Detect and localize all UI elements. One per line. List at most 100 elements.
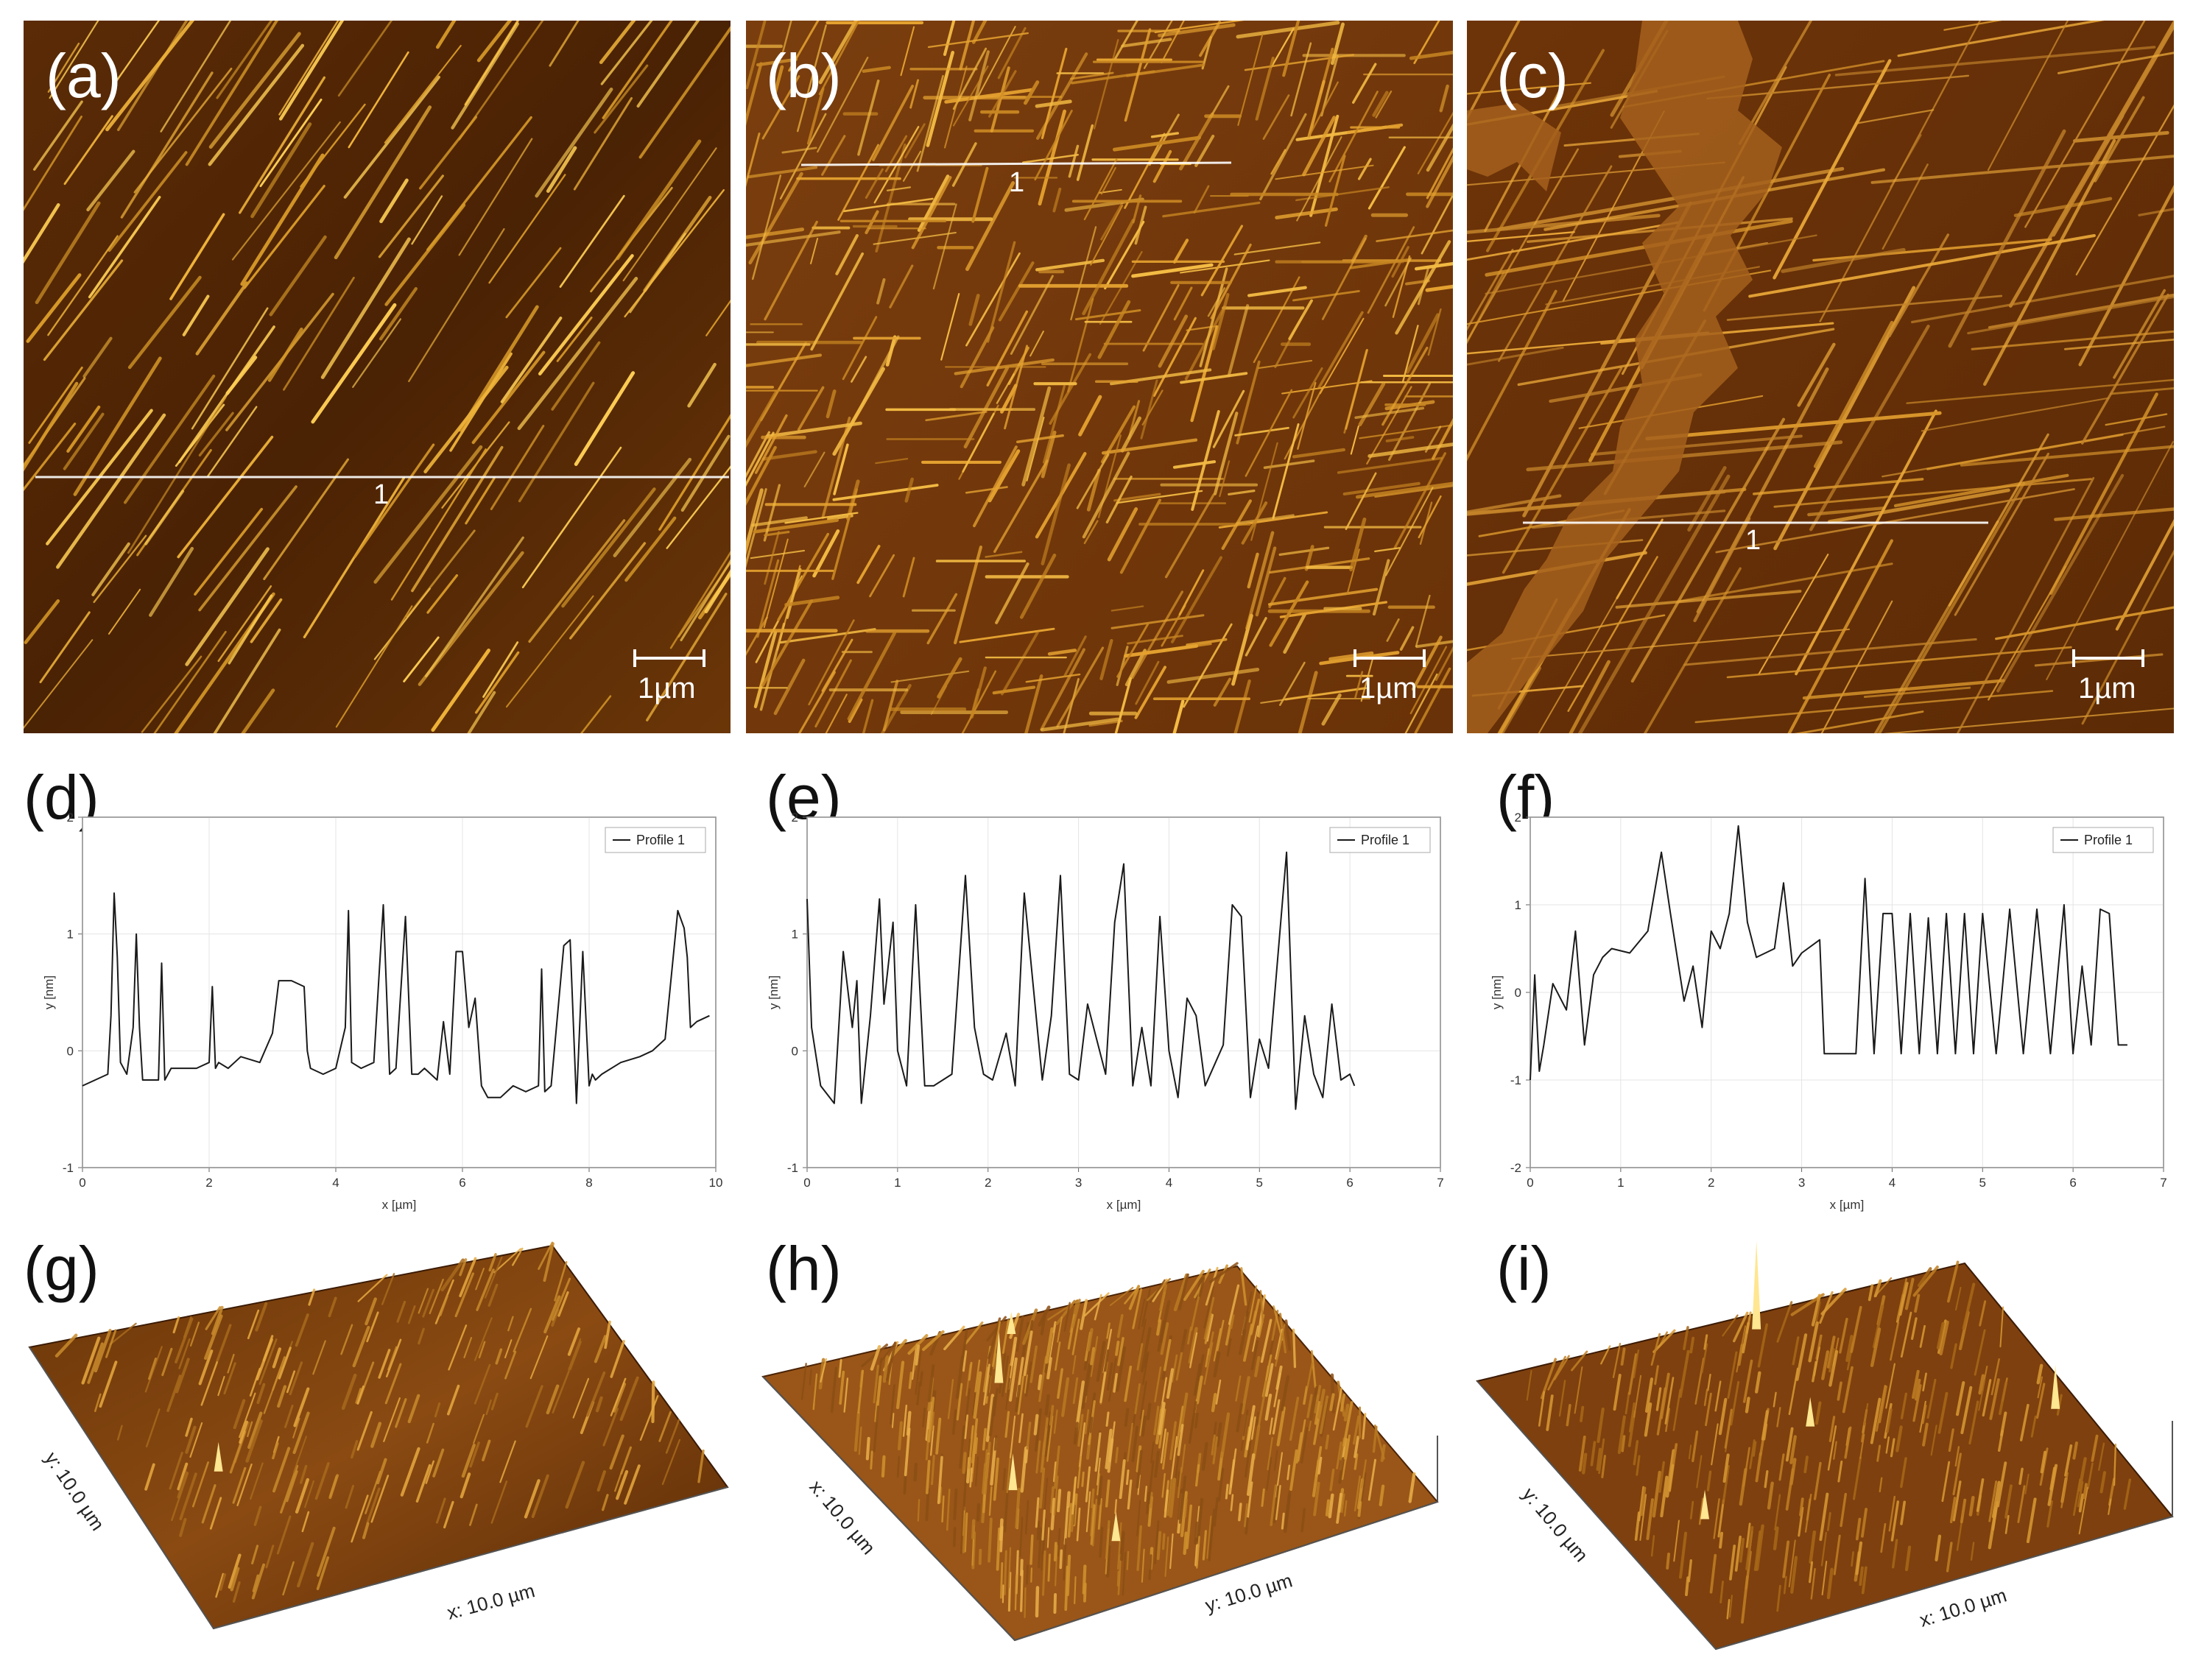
surface-ridge: [1773, 1526, 1779, 1550]
nanowire-streak: [1643, 567, 1742, 733]
surface-ridge: [395, 1398, 407, 1428]
nanowire-streak: [1270, 149, 1286, 175]
surface-ridge: [1919, 1324, 1926, 1348]
nanowire-streak: [28, 366, 83, 444]
surface-ridge: [2099, 1471, 2107, 1494]
nanowire-streak: [1162, 201, 1261, 218]
nanowire-streak: [850, 335, 900, 427]
surface-ridge: [2026, 1497, 2037, 1544]
surface-ridge: [919, 1371, 923, 1387]
nanowire-streak: [1083, 158, 1118, 221]
surface-ridge: [232, 1581, 241, 1603]
surface-ridge: [1194, 1521, 1198, 1545]
nanowire-streak: [1131, 590, 1184, 680]
nanowire-streak: [1016, 434, 1064, 444]
surface-ridge: [341, 1373, 357, 1411]
nanowire-streak: [2024, 21, 2146, 228]
nanowire-streak: [965, 486, 1008, 494]
nanowire-streak: [2138, 208, 2174, 216]
nanowire-streak: [411, 445, 504, 593]
surface-ridge: [1212, 1436, 1219, 1465]
nanowire-streak: [677, 561, 731, 638]
surface-ridge: [216, 1324, 232, 1363]
nanowire-streak: [1797, 342, 1836, 407]
surface-ridge: [1658, 1461, 1665, 1493]
surface-ridge: [1275, 1365, 1283, 1391]
surface-ridge: [1043, 1478, 1049, 1511]
nanowire-streak: [666, 465, 731, 549]
surface-ridge: [1019, 1517, 1024, 1558]
tick-label-y: -1: [1510, 1073, 1521, 1087]
nanowire-streak: [976, 26, 1016, 98]
surface-ridge: [1045, 1327, 1054, 1364]
nanowire-streak: [1113, 21, 1138, 62]
surface-ridge: [927, 1397, 935, 1443]
surface-ridge: [1354, 1436, 1360, 1458]
surface-ridge: [1141, 1548, 1145, 1583]
surface-ridge: [1117, 1553, 1122, 1595]
nanowire-streak: [488, 174, 566, 284]
surface-ridge: [376, 1458, 387, 1485]
nanowire-streak: [1247, 286, 1307, 297]
surface-ridge: [1968, 1495, 1975, 1517]
surface-ridge: [1169, 1478, 1177, 1518]
nanowire-streak: [259, 98, 323, 188]
surface-ridge: [2064, 1444, 2073, 1477]
nanowire-streak: [808, 619, 855, 706]
nanowire-streak: [127, 275, 202, 370]
surface-ridge: [1022, 1308, 1038, 1345]
surface-ridge: [1367, 1458, 1376, 1501]
nanowire-streak: [1693, 517, 1751, 623]
nanowire-streak: [160, 21, 232, 133]
tick-label-x: 0: [79, 1176, 85, 1190]
surface-ridge: [370, 1422, 382, 1448]
profile-line-b: 1: [800, 161, 1232, 198]
surface-ridge: [1193, 1363, 1202, 1397]
surface-ridge: [1071, 1476, 1077, 1515]
nanowire-streak: [1943, 21, 2002, 31]
nanowire-streak: [952, 47, 988, 110]
surface-ridge: [543, 1242, 555, 1282]
surface-ridge: [272, 1347, 281, 1369]
surface-ridge: [1828, 1348, 1835, 1373]
surface-ridge: [853, 1411, 860, 1452]
surface-ridge: [1180, 1491, 1188, 1537]
surface-ridge: [475, 1268, 485, 1291]
nanowire-streak: [746, 431, 775, 487]
surface-ridge: [1960, 1498, 1967, 1524]
nanowire-streak: [1350, 258, 1410, 269]
nanowire-streak: [241, 688, 275, 733]
surface-ridge: [1879, 1477, 1883, 1493]
surface-ridge: [1015, 1487, 1021, 1529]
surface-ridge: [1329, 1468, 1335, 1492]
surface-ridge: [1936, 1321, 1945, 1349]
surface-ridge: [1952, 1453, 1962, 1496]
surface-ridge: [976, 1503, 981, 1522]
nanowire-streak: [1309, 114, 1340, 217]
surface-ridge: [1039, 1467, 1046, 1509]
nanowire-streak: [1000, 384, 1018, 414]
nanowire-streak: [992, 685, 1036, 695]
surface-ridge: [1930, 1425, 1937, 1456]
nanowire-streak: [1467, 82, 1591, 95]
nanowire-streak: [1405, 313, 1440, 374]
surface-ridge: [1689, 1500, 1694, 1520]
surface-ridge: [1621, 1435, 1626, 1453]
surface-ridge: [1081, 1363, 1091, 1409]
nanowire-streak: [49, 21, 99, 99]
surface-ridge: [232, 1467, 247, 1504]
surface-ridge: [1968, 1400, 1979, 1445]
nanowire-streak: [408, 227, 505, 383]
nanowire-streak: [1395, 240, 1451, 335]
nanowire-streak: [1467, 248, 1514, 331]
nanowire-streak: [1485, 219, 1793, 277]
nanowire-streak: [968, 294, 980, 326]
tick-label-x: 8: [585, 1176, 592, 1190]
nanowire-streak: [1415, 594, 1431, 648]
surface-ridge: [1155, 1319, 1162, 1336]
surface-ridge: [1343, 1438, 1350, 1460]
nanowire-streak: [334, 105, 432, 260]
surface-ridge: [473, 1413, 485, 1444]
nanowire-streak: [1360, 656, 1374, 702]
surface-ridge: [99, 1360, 118, 1408]
